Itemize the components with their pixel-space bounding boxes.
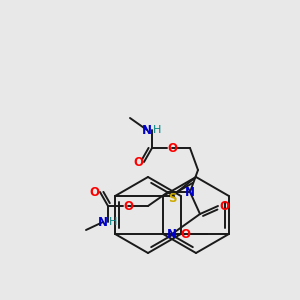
Text: N: N — [167, 227, 177, 241]
Text: N: N — [98, 215, 108, 229]
Text: O: O — [133, 155, 143, 169]
Text: O: O — [167, 142, 177, 154]
Text: H: H — [109, 217, 117, 227]
Text: O: O — [123, 200, 133, 212]
Text: O: O — [180, 227, 190, 241]
Text: N: N — [142, 124, 152, 136]
Text: H: H — [153, 125, 161, 135]
Text: S: S — [168, 191, 176, 205]
Text: N: N — [185, 185, 195, 199]
Text: O: O — [89, 185, 99, 199]
Text: O: O — [219, 200, 229, 212]
